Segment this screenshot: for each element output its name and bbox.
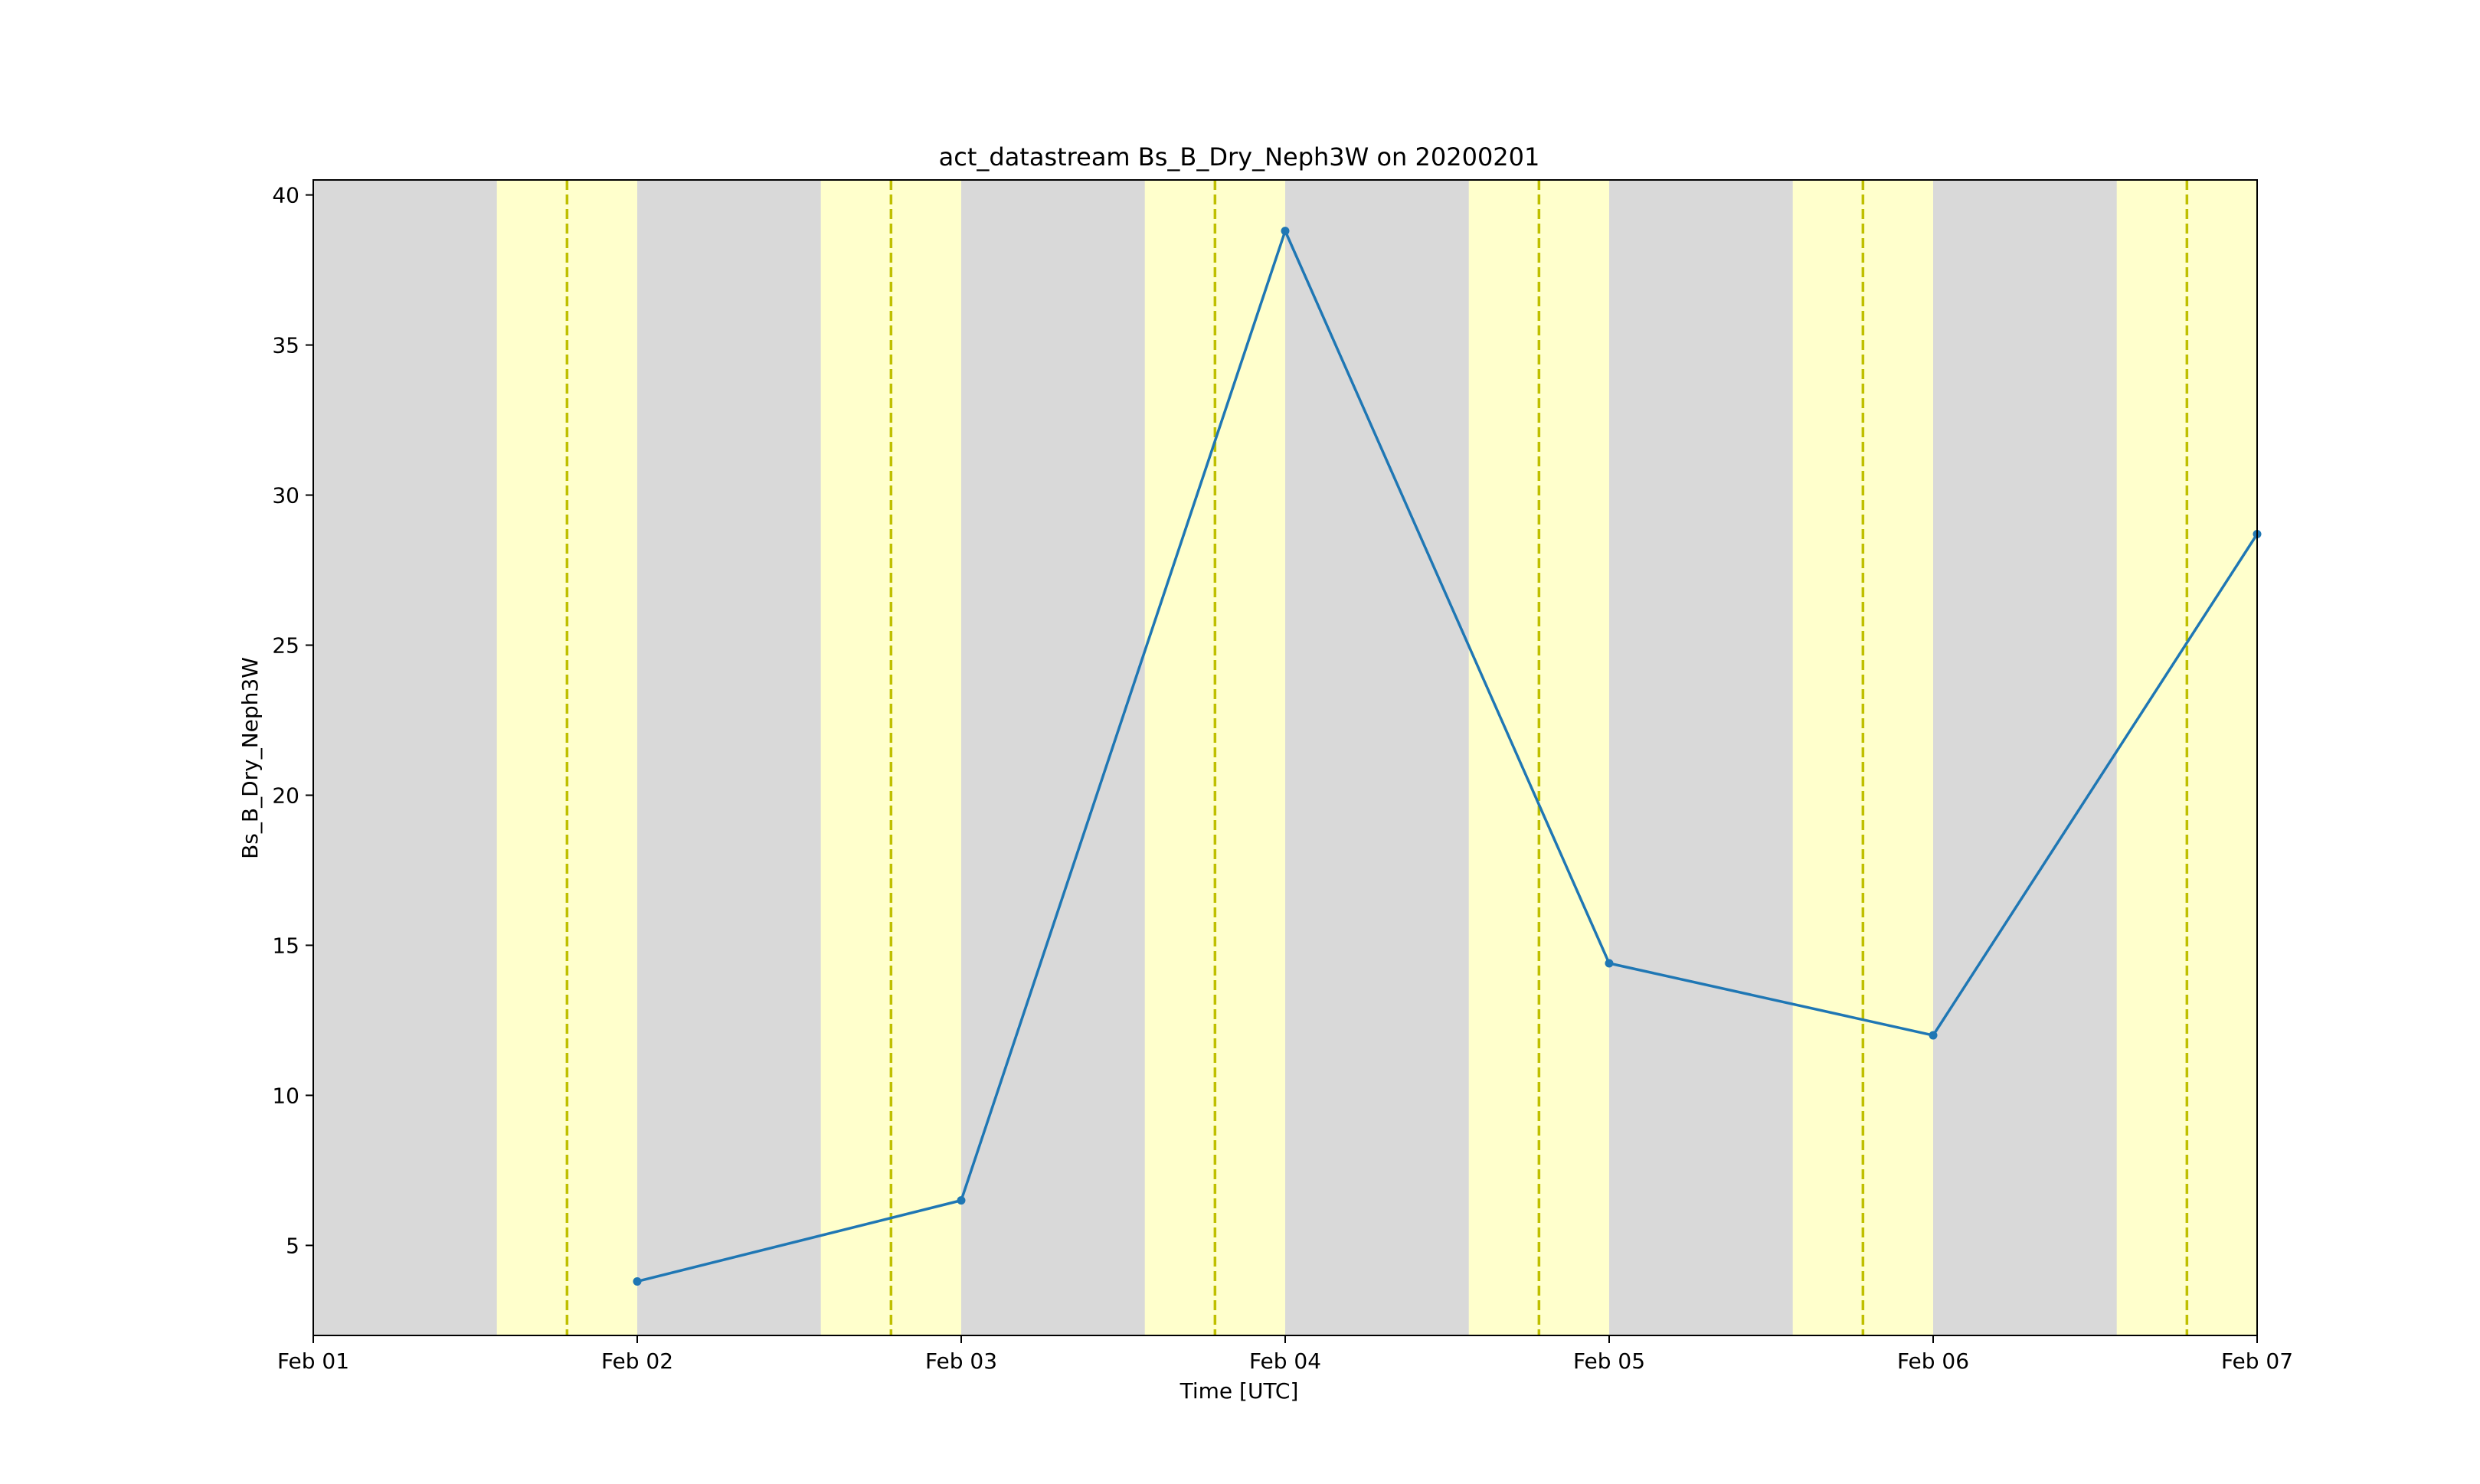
- y-tick-label: 15: [272, 933, 299, 958]
- data-point: [633, 1276, 642, 1286]
- x-tick-label: Feb 03: [925, 1348, 997, 1374]
- y-tick-label: 5: [286, 1233, 299, 1258]
- y-tick-label: 10: [272, 1083, 299, 1108]
- y-tick-label: 20: [272, 783, 299, 808]
- x-axis-label: Time [UTC]: [1179, 1378, 1299, 1404]
- data-point: [1605, 959, 1614, 968]
- x-tick-label: Feb 04: [1249, 1348, 1321, 1374]
- y-tick-label: 35: [272, 333, 299, 358]
- y-tick-label: 40: [272, 183, 299, 208]
- y-axis-label: Bs_B_Dry_Neph3W: [237, 657, 263, 859]
- x-tick-label: Feb 07: [2221, 1348, 2293, 1374]
- chart-title: act_datastream Bs_B_Dry_Neph3W on 202002…: [939, 142, 1540, 172]
- data-point: [957, 1196, 966, 1205]
- axes: Feb 01 Feb 02 Feb 03 Feb 04 Feb 05 Feb 06 Feb …: [272, 179, 2293, 1374]
- x-tick-label: Feb 05: [1573, 1348, 1645, 1374]
- x-tick-label: Feb 02: [601, 1348, 673, 1374]
- plot-area: [313, 180, 2262, 1335]
- y-tick-label: 30: [272, 483, 299, 508]
- x-tick-label: Feb 06: [1897, 1348, 1969, 1374]
- x-tick-label: Feb 01: [277, 1348, 349, 1374]
- series-line: [636, 229, 2259, 1283]
- data-point: [1929, 1031, 1938, 1040]
- data-point: [1281, 227, 1290, 236]
- y-tick-label: 25: [272, 633, 299, 659]
